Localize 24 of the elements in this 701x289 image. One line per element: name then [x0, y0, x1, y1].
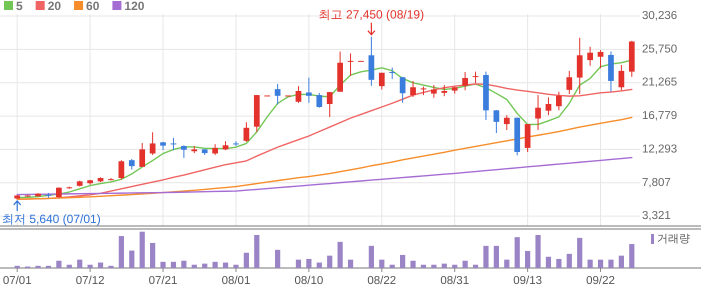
x-tick-label: 08/22 — [367, 275, 396, 287]
y-tick-label: 12,293 — [642, 143, 678, 156]
annotation: 최고 27,450 (08/19) — [318, 8, 424, 22]
y-tick-label: 25,750 — [642, 43, 678, 56]
legend-label: 20 — [48, 0, 62, 13]
legend-label: 120 — [124, 0, 145, 13]
x-tick-label: 08/01 — [222, 275, 250, 287]
x-tick-label: 07/12 — [76, 275, 105, 287]
legend-label: 거래량 — [657, 233, 690, 245]
y-tick-label: 30,236 — [642, 10, 678, 22]
y-tick-label: 21,265 — [642, 76, 678, 89]
y-tick-label: 16,779 — [642, 110, 678, 122]
legend-label: 60 — [86, 0, 100, 13]
y-tick-label: 7,807 — [642, 176, 671, 189]
x-tick-label: 07/01 — [2, 275, 32, 287]
legend: 거래량 — [651, 233, 690, 245]
x-tick-label: 08/31 — [440, 275, 470, 287]
y-tick-label: 3,321 — [642, 210, 671, 222]
x-tick-label: 07/21 — [148, 275, 178, 287]
annotation: 최저 5,640 (07/01) — [2, 212, 101, 226]
x-tick-label: 09/22 — [586, 275, 615, 287]
x-tick-label: 08/10 — [294, 275, 324, 287]
x-tick-label: 09/13 — [513, 275, 542, 287]
legend-label: 5 — [16, 0, 23, 13]
